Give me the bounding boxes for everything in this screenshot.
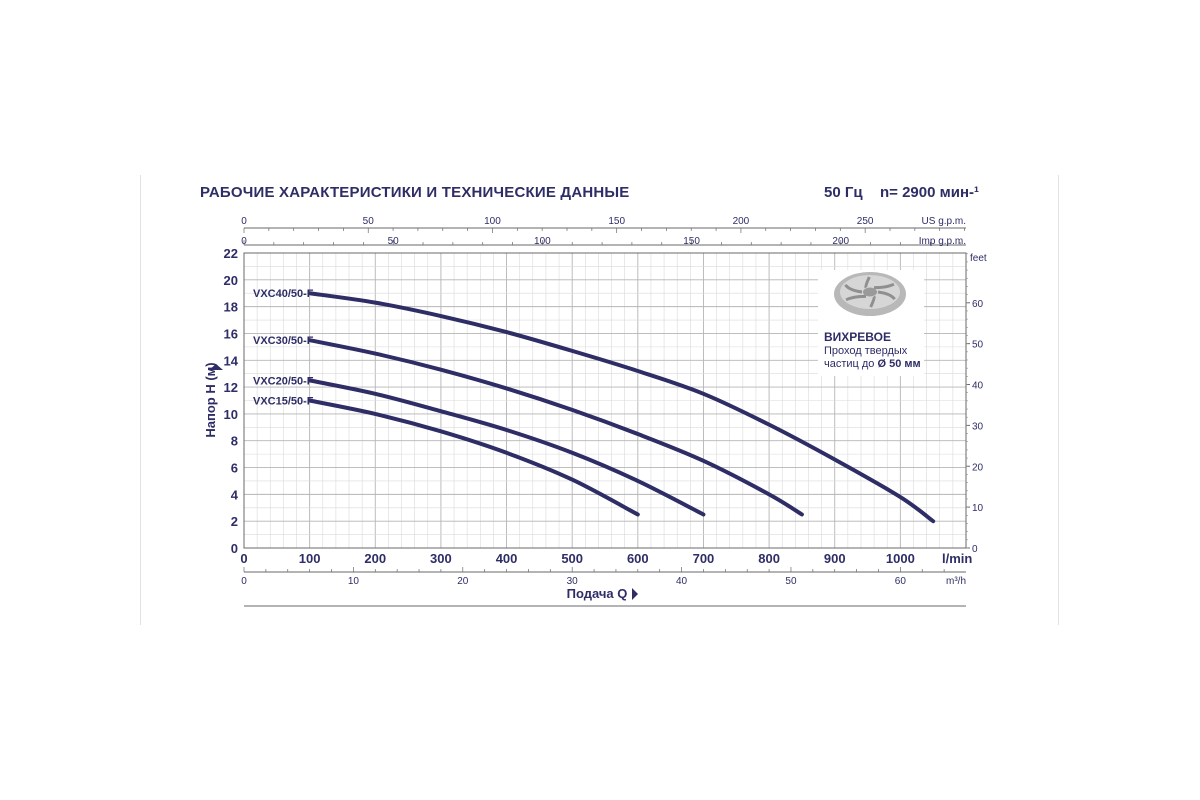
right-axis-unit: feet xyxy=(970,253,987,264)
impeller-blade xyxy=(845,294,867,302)
x-tick-label: 0 xyxy=(240,551,247,566)
right-axis-label: 60 xyxy=(972,299,984,310)
right-axis-label: 0 xyxy=(972,544,978,555)
y-tick-label: 20 xyxy=(224,273,238,288)
series-line-vxc20-50-f xyxy=(307,378,706,517)
y-tick-label: 22 xyxy=(224,246,238,261)
series-label: VXC30/50-F xyxy=(253,335,314,347)
y-tick-label: 14 xyxy=(224,353,239,368)
bottom-axis-m3h-label: 30 xyxy=(567,576,579,587)
badge-title: ВИХРЕВОЕ xyxy=(824,330,891,344)
series-label: VXC40/50-F xyxy=(253,288,314,300)
x-tick-label: 600 xyxy=(627,551,649,566)
top-axis-imp-unit: Imp g.p.m. xyxy=(919,236,966,247)
badge-line2-size: Ø 50 мм xyxy=(877,358,920,370)
x-tick-label: 900 xyxy=(824,551,846,566)
top-axis-us-unit: US g.p.m. xyxy=(922,216,966,227)
x-tick-label: 800 xyxy=(758,551,780,566)
impeller-blade xyxy=(864,276,871,289)
bottom-axis-m3h-label: 40 xyxy=(676,576,688,587)
right-axis-label: 20 xyxy=(972,462,984,473)
bottom-axis-m3h-label: 0 xyxy=(241,576,247,587)
bottom-axis-m3h-label: 20 xyxy=(457,576,469,587)
y-tick-label: 0 xyxy=(231,541,238,556)
right-axis-label: 40 xyxy=(972,381,984,392)
x-tick-label: 700 xyxy=(693,551,715,566)
plot-frame xyxy=(243,252,967,549)
y-tick-label: 18 xyxy=(224,300,238,315)
y-axis-arrow-icon xyxy=(209,364,223,370)
right-divider xyxy=(1058,175,1059,625)
y-tick-label: 12 xyxy=(224,380,238,395)
right-axis-label: 30 xyxy=(972,421,984,432)
bottom-axis-m3h-label: 50 xyxy=(785,576,797,587)
y-tick-label: 10 xyxy=(224,407,238,422)
x-axis-title: Подача Q xyxy=(567,586,628,601)
impeller-blade xyxy=(869,295,876,308)
y-tick-label: 16 xyxy=(224,326,238,341)
badge-line1: Проход твердых xyxy=(824,345,908,357)
bottom-axis-m3h-label: 10 xyxy=(348,576,360,587)
series-label: VXC20/50-F xyxy=(253,375,314,387)
y-tick-label: 4 xyxy=(231,487,239,502)
y-tick-label: 8 xyxy=(231,434,238,449)
y-tick-label: 2 xyxy=(231,514,238,529)
top-axis-us-label: 0 xyxy=(241,216,247,227)
top-axis-imp-label: 150 xyxy=(683,236,700,247)
speed-label: n= 2900 мин-¹ xyxy=(880,184,979,201)
bottom-axis-m3h-unit: m³/h xyxy=(946,576,966,587)
right-axis-label: 50 xyxy=(972,340,984,351)
series-line-vxc30-50-f xyxy=(307,338,804,517)
x-tick-label: 200 xyxy=(364,551,386,566)
series-label: VXC15/50-F xyxy=(253,396,314,408)
badge-line2-prefix: частиц до xyxy=(824,358,877,370)
top-axis-imp-label: 100 xyxy=(534,236,551,247)
bottom-axis-m3h-label: 60 xyxy=(895,576,907,587)
x-tick-label: 1000 xyxy=(886,551,915,566)
y-axis-title: Напор H (м) xyxy=(203,362,218,437)
top-axis-us-label: 200 xyxy=(733,216,750,227)
top-axis-us-label: 100 xyxy=(484,216,501,227)
x-tick-label: 400 xyxy=(496,551,518,566)
impeller-blade xyxy=(844,283,863,294)
impeller-hub xyxy=(863,287,877,297)
top-axis-imp-label: 0 xyxy=(241,236,247,247)
impeller-blade xyxy=(877,290,896,301)
x-tick-label: 500 xyxy=(561,551,583,566)
top-axis-us-label: 150 xyxy=(608,216,625,227)
x-tick-label: 300 xyxy=(430,551,452,566)
x-axis-arrow-icon xyxy=(632,588,638,600)
badge-line2: частиц до Ø 50 мм xyxy=(824,358,921,370)
series-line-vxc40-50-f xyxy=(307,291,936,524)
right-axis-label: 10 xyxy=(972,503,984,514)
y-tick-label: 6 xyxy=(231,461,238,476)
x-unit-label: l/min xyxy=(942,551,972,566)
x-tick-label: 100 xyxy=(299,551,321,566)
top-axis-imp-label: 50 xyxy=(388,236,400,247)
series-line-vxc15-50-f xyxy=(307,398,640,517)
top-axis-imp-label: 200 xyxy=(832,236,849,247)
top-axis-us-label: 50 xyxy=(363,216,375,227)
page-title: РАБОЧИЕ ХАРАКТЕРИСТИКИ И ТЕХНИЧЕСКИЕ ДАН… xyxy=(200,184,630,201)
left-divider xyxy=(140,175,141,625)
top-axis-us-label: 250 xyxy=(857,216,874,227)
impeller-blade xyxy=(873,282,895,290)
frequency-label: 50 Гц xyxy=(824,184,863,201)
